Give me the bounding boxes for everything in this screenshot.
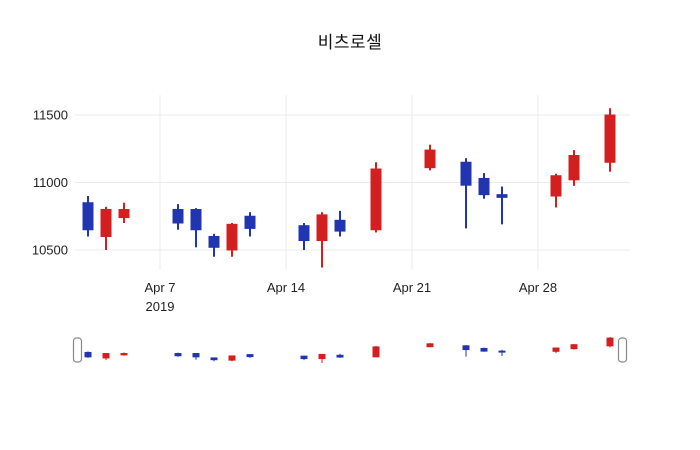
range-slider-candle (606, 337, 614, 348)
candle[interactable] (550, 173, 562, 208)
candle[interactable] (82, 196, 94, 237)
candle-body (478, 177, 490, 196)
x-axis-tick-label: Apr 14 (267, 280, 305, 295)
candle[interactable] (190, 208, 202, 248)
candle[interactable] (118, 202, 130, 223)
candle-body (460, 161, 472, 186)
range-slider-candle (120, 352, 128, 356)
candle-body (334, 219, 346, 232)
y-axis-tick-label: 11000 (33, 175, 68, 190)
candle-body (208, 236, 220, 248)
candle[interactable] (424, 144, 436, 171)
candle[interactable] (100, 206, 112, 250)
candle-body (316, 214, 328, 242)
candle-body (190, 209, 202, 231)
candle[interactable] (568, 150, 580, 186)
chart-title: 비츠로셀 (317, 33, 383, 52)
candle-body (424, 149, 436, 169)
candle-body (82, 202, 94, 231)
x-axis-tick-label: Apr 21 (393, 280, 431, 295)
candle-body (100, 209, 112, 237)
candle[interactable] (226, 223, 238, 257)
y-axis-tick-label: 10500 (32, 243, 68, 258)
candle[interactable] (172, 204, 184, 230)
range-slider-candle (246, 353, 254, 358)
range-slider-candle (372, 345, 380, 358)
range-slider-handle-left[interactable] (72, 337, 83, 363)
candle[interactable] (244, 212, 256, 237)
candle[interactable] (370, 162, 382, 233)
candle-body (172, 209, 184, 224)
range-slider-candle (318, 353, 326, 363)
candle[interactable] (334, 210, 346, 237)
range-slider-candle (462, 345, 470, 357)
candle[interactable] (316, 212, 328, 268)
x-axis-tick-label: Apr 7 (144, 280, 175, 295)
candle[interactable] (208, 233, 220, 257)
candle-body (244, 215, 256, 229)
candle[interactable] (496, 186, 508, 225)
candle-body (604, 114, 616, 163)
range-slider-candle (336, 353, 344, 358)
candle-body (298, 225, 310, 242)
range-slider-handle-right[interactable] (617, 337, 628, 363)
range-slider-candle (552, 347, 560, 354)
range-slider-candle (498, 349, 506, 356)
candle-body (496, 194, 508, 198)
range-slider-candle (84, 351, 92, 358)
y-axis-tick-label: 11500 (33, 108, 68, 123)
range-slider-candle (570, 343, 578, 350)
candle-body (118, 209, 130, 219)
candle[interactable] (460, 158, 472, 229)
range-slider-candle (426, 342, 434, 348)
candle[interactable] (298, 223, 310, 250)
range-slider-candle (192, 353, 200, 360)
x-axis-tick-sublabel: 2019 (146, 299, 175, 314)
candle-body (226, 223, 238, 251)
range-slider-candle (480, 347, 488, 352)
range-slider-candle (228, 355, 236, 362)
candle[interactable] (478, 173, 490, 199)
candle[interactable] (604, 108, 616, 172)
range-slider-candle (300, 355, 308, 361)
range-slider-candle (174, 352, 182, 357)
range-slider-candle (210, 357, 218, 362)
range-slider-track[interactable] (75, 332, 630, 368)
candle-body (568, 155, 580, 181)
range-slider-candle (102, 353, 110, 361)
x-axis-tick-label: Apr 28 (519, 280, 557, 295)
candle-body (550, 175, 562, 197)
candle-body (370, 168, 382, 231)
